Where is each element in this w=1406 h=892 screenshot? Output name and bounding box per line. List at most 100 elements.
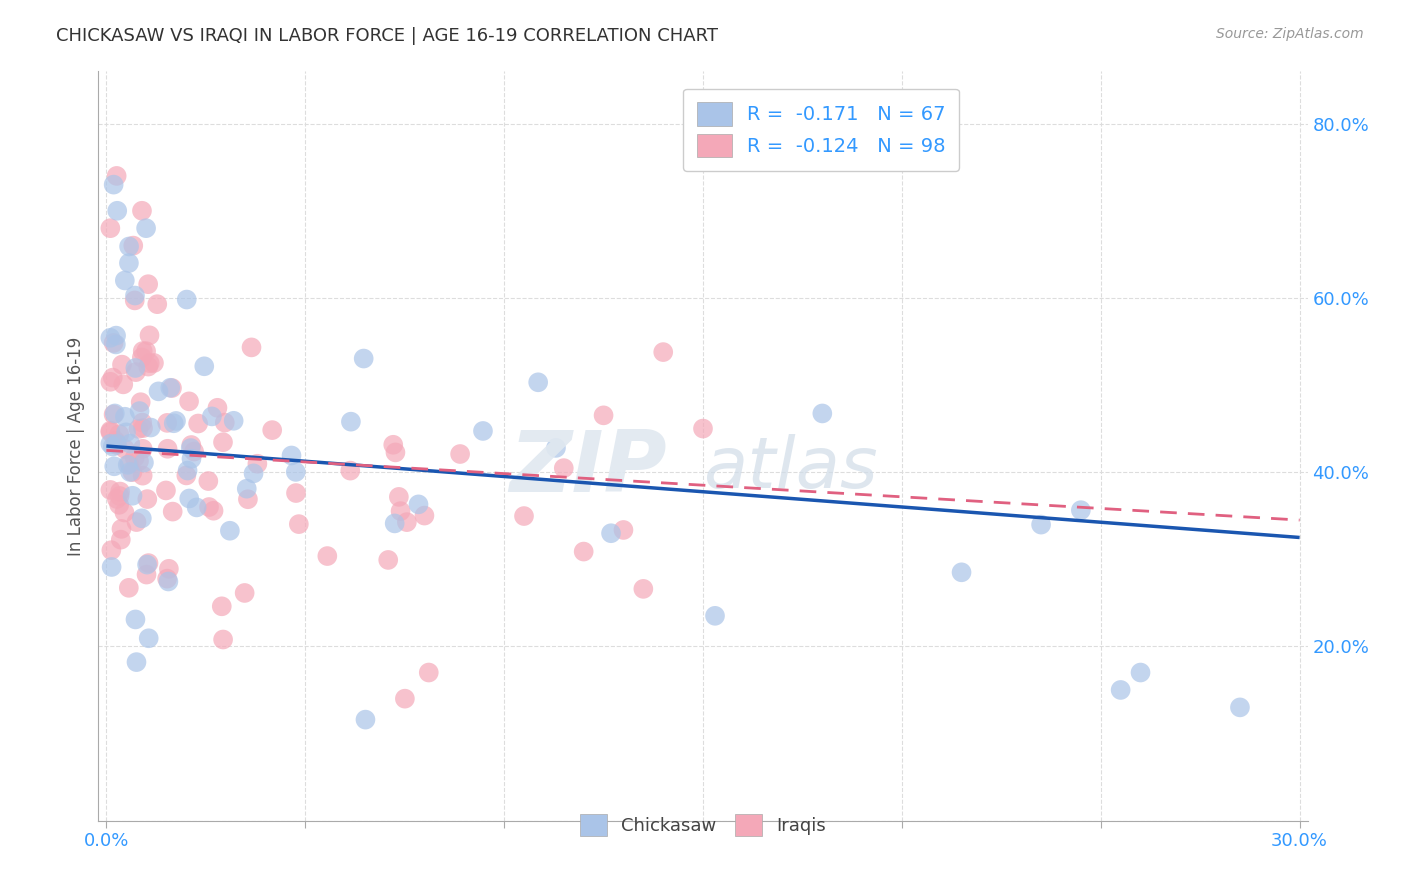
- Point: [131, 203, 153, 218]
- Point: [652, 345, 675, 359]
- Point: [111, 358, 134, 372]
- Point: [103, 408, 125, 422]
- Point: [246, 457, 269, 471]
- Point: [138, 356, 160, 370]
- Point: [1029, 517, 1052, 532]
- Point: [120, 436, 142, 450]
- Point: [98, 424, 121, 438]
- Point: [108, 489, 131, 503]
- Point: [114, 273, 136, 287]
- Point: [211, 599, 233, 614]
- Point: [108, 498, 131, 512]
- Point: [394, 691, 416, 706]
- Point: [115, 425, 138, 440]
- Point: [193, 359, 215, 374]
- Point: [100, 543, 122, 558]
- Point: [98, 221, 121, 235]
- Point: [382, 438, 405, 452]
- Point: [236, 482, 259, 496]
- Point: [236, 492, 259, 507]
- Point: [114, 442, 136, 456]
- Text: CHICKASAW VS IRAQI IN LABOR FORCE | AGE 16-19 CORRELATION CHART: CHICKASAW VS IRAQI IN LABOR FORCE | AGE …: [56, 27, 718, 45]
- Point: [242, 467, 264, 481]
- Point: [163, 417, 186, 431]
- Point: [101, 370, 124, 384]
- Point: [214, 416, 236, 430]
- Point: [408, 497, 430, 511]
- Point: [180, 451, 202, 466]
- Point: [124, 361, 146, 376]
- Point: [176, 293, 198, 307]
- Point: [98, 483, 121, 497]
- Point: [284, 465, 307, 479]
- Point: [162, 505, 184, 519]
- Point: [135, 221, 157, 235]
- Text: atlas: atlas: [703, 434, 877, 503]
- Point: [176, 464, 198, 478]
- Point: [105, 169, 128, 183]
- Point: [418, 665, 440, 680]
- Point: [212, 632, 235, 647]
- Point: [138, 556, 160, 570]
- Point: [285, 486, 308, 500]
- Point: [122, 238, 145, 252]
- Point: [280, 449, 302, 463]
- Point: [98, 425, 121, 439]
- Point: [136, 359, 159, 374]
- Point: [104, 337, 127, 351]
- Point: [222, 414, 245, 428]
- Point: [121, 489, 143, 503]
- Point: [98, 375, 121, 389]
- Point: [117, 458, 139, 472]
- Point: [143, 356, 166, 370]
- Point: [395, 515, 418, 529]
- Point: [572, 544, 595, 558]
- Point: [389, 504, 412, 518]
- Point: [1229, 700, 1251, 714]
- Point: [413, 508, 436, 523]
- Point: [135, 344, 157, 359]
- Point: [186, 500, 208, 515]
- Point: [136, 492, 159, 507]
- Point: [108, 484, 131, 499]
- Point: [180, 441, 202, 455]
- Point: [156, 416, 179, 430]
- Point: [388, 490, 411, 504]
- Point: [105, 328, 128, 343]
- Point: [118, 239, 141, 253]
- Point: [692, 421, 714, 435]
- Point: [118, 256, 141, 270]
- Point: [513, 509, 536, 524]
- Point: [148, 384, 170, 399]
- Point: [198, 500, 221, 514]
- Point: [124, 288, 146, 302]
- Point: [124, 293, 146, 308]
- Point: [544, 441, 567, 455]
- Point: [219, 524, 242, 538]
- Point: [202, 504, 225, 518]
- Point: [233, 586, 256, 600]
- Point: [125, 365, 148, 379]
- Point: [131, 416, 153, 430]
- Point: [1070, 503, 1092, 517]
- Point: [155, 483, 177, 498]
- Point: [316, 549, 339, 563]
- Point: [132, 344, 155, 359]
- Point: [112, 377, 135, 392]
- Point: [114, 506, 136, 520]
- Point: [950, 566, 973, 580]
- Point: [129, 395, 152, 409]
- Point: [179, 491, 201, 506]
- Point: [165, 414, 187, 428]
- Point: [131, 442, 153, 456]
- Point: [98, 331, 121, 345]
- Point: [160, 381, 183, 395]
- Point: [183, 444, 205, 458]
- Point: [128, 454, 150, 468]
- Point: [262, 423, 284, 437]
- Point: [132, 421, 155, 435]
- Point: [600, 526, 623, 541]
- Point: [384, 445, 406, 459]
- Point: [207, 401, 229, 415]
- Point: [138, 328, 160, 343]
